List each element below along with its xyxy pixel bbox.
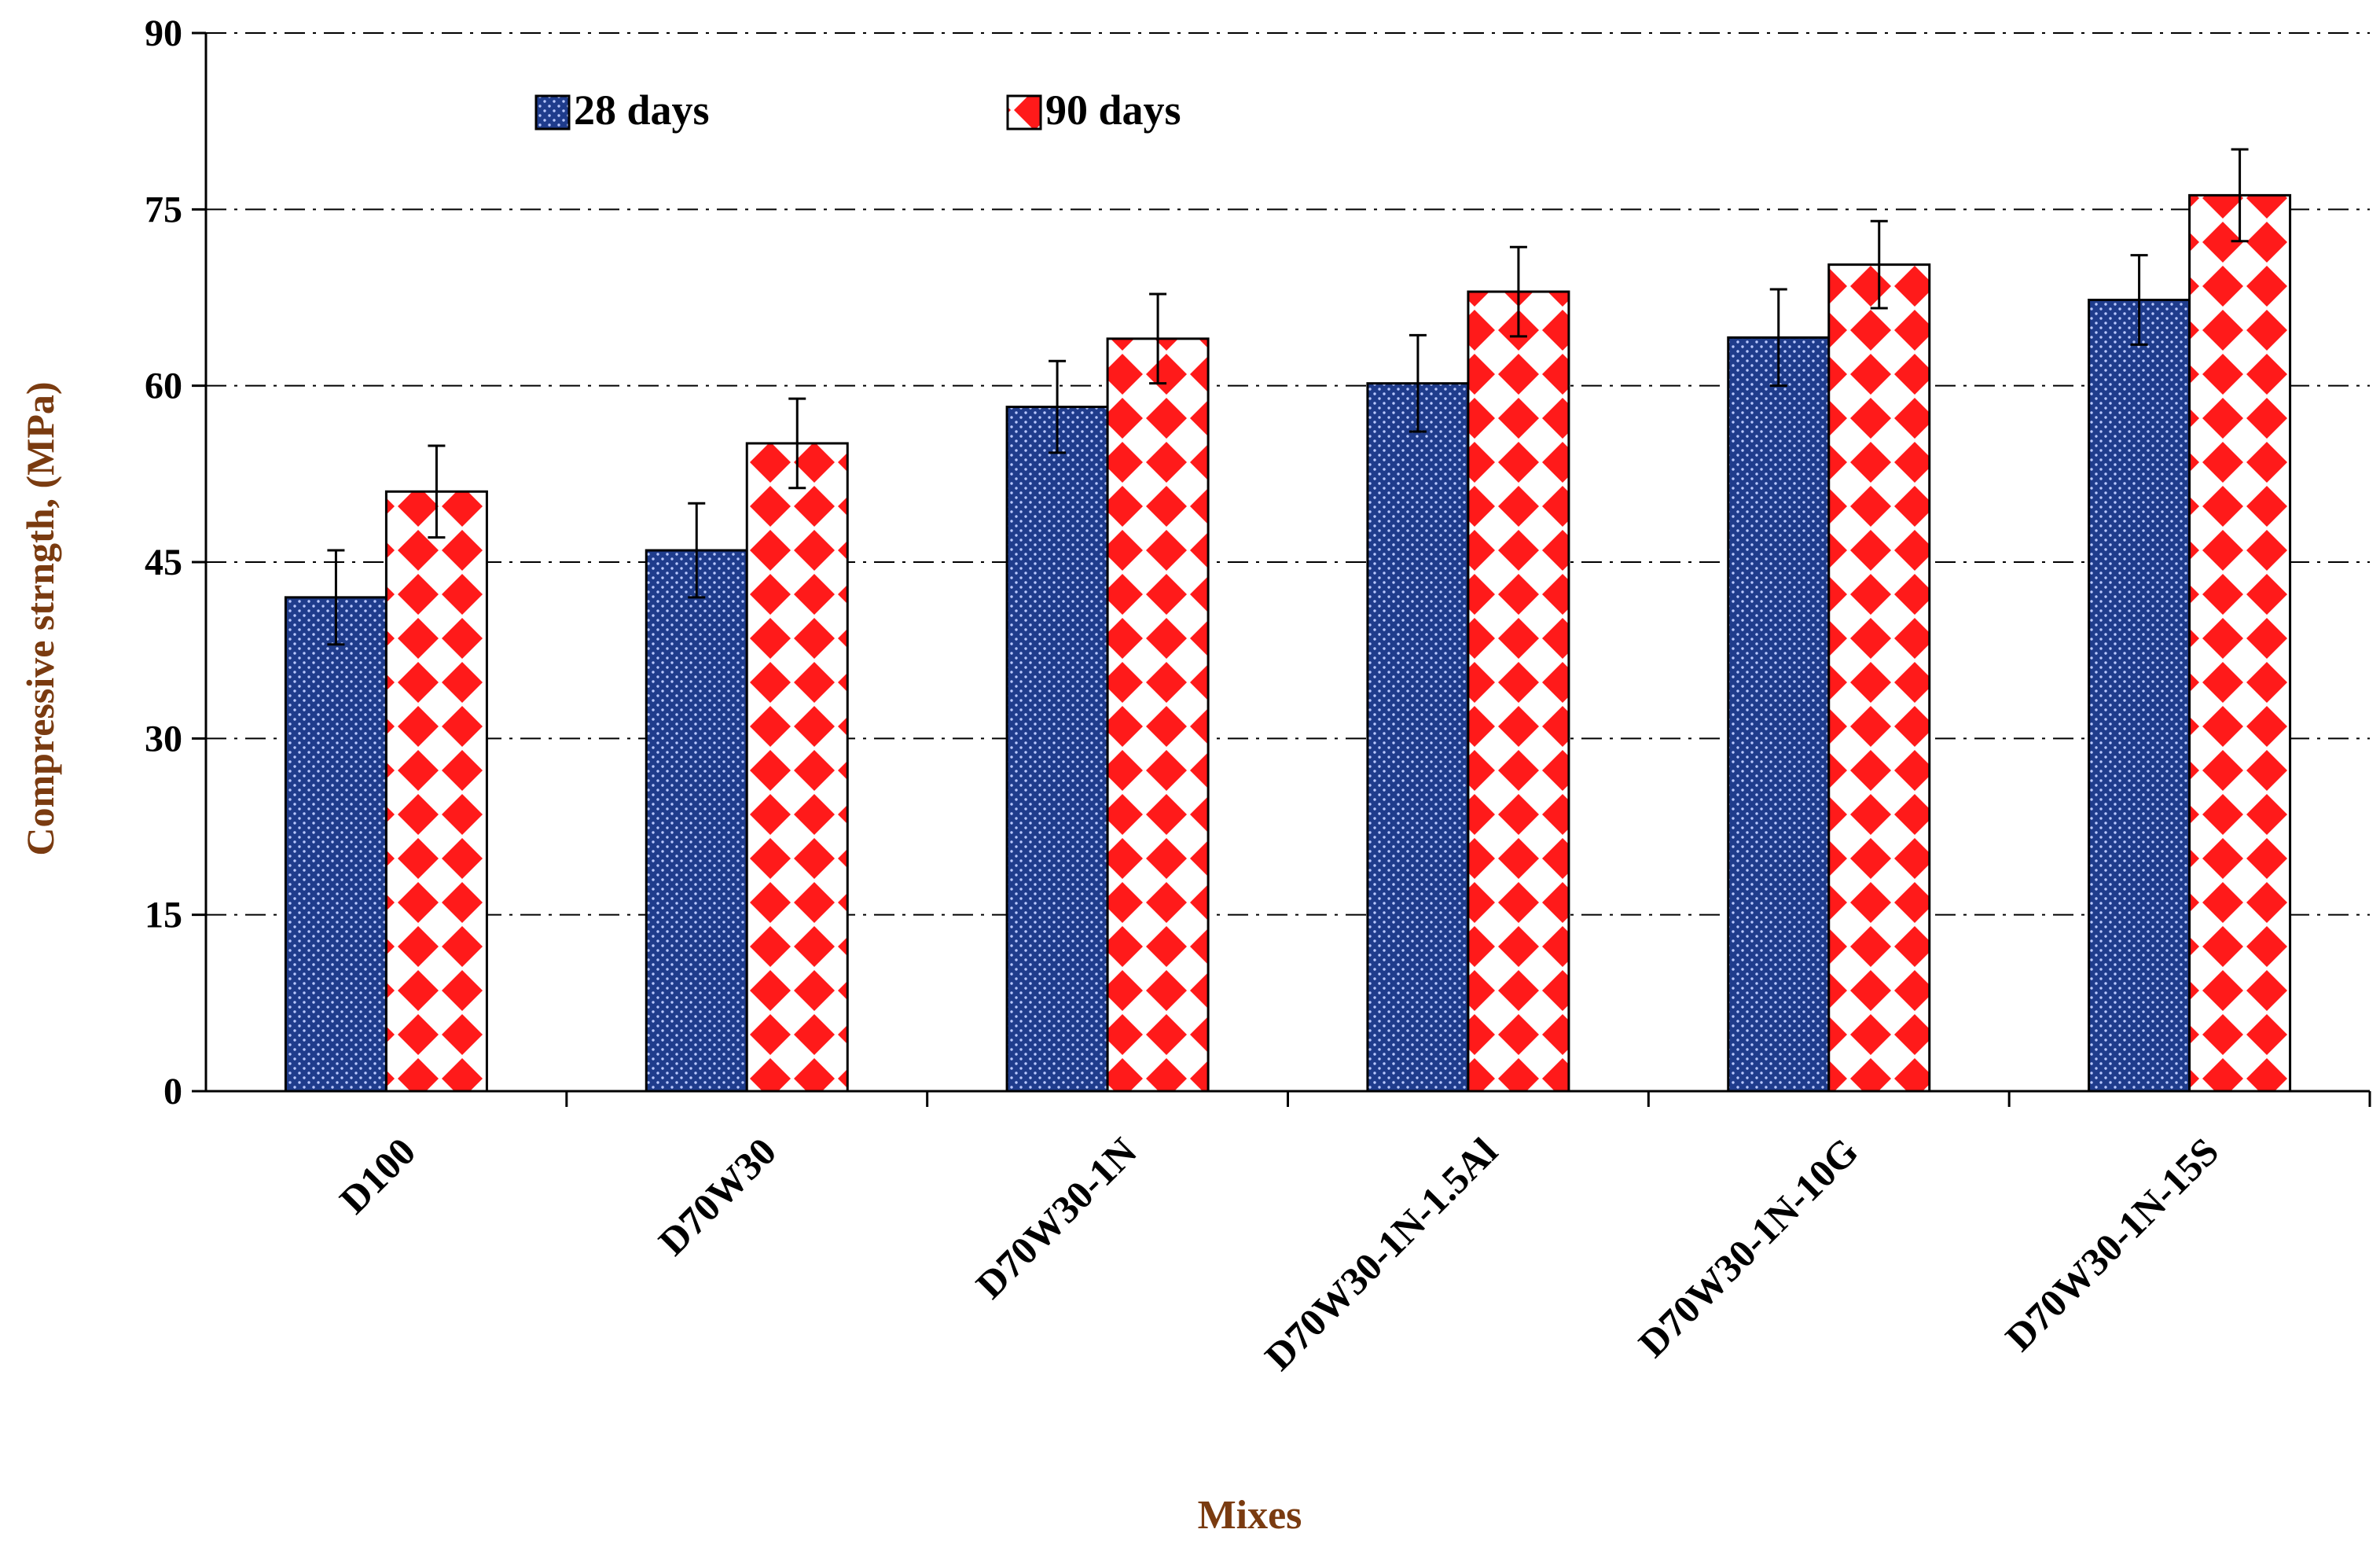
y-tick-label-90: 90 [145,13,182,54]
x-tick-label-d70w30: D70W30 [650,1129,784,1263]
x-tick-labels: D100 D70W30 D70W30-1N D70W30-1N-1.5Al D70W30… [331,1129,2227,1379]
x-axis-title: Mixes [1198,1493,1302,1538]
bar-28-days-d70w30-1n-15s [2088,298,2191,1093]
y-tick-label-30: 30 [145,718,182,759]
bar-90-days-d70w30-1n-15s [2188,193,2292,1093]
bar-28-days-d70w30-1n-1-5al [1366,382,1470,1093]
legend-swatch-90-days [1006,94,1042,131]
legend-label-90-days: 90 days [1045,86,1181,134]
y-tick-label-0: 0 [163,1071,182,1112]
y-tick-label-60: 60 [145,366,182,407]
bar-28-days-d70w30-1n [1005,406,1109,1093]
bar-28-days-d100 [284,596,387,1093]
y-tick-labels: 0 15 30 45 60 75 90 [145,13,182,1112]
legend-swatch-28-days [534,94,571,131]
bar-28-days-d70w30 [645,549,748,1093]
bar-90-days-d70w30 [745,442,849,1093]
x-tick-label-d70w30-1n-15s: D70W30-1N-15S [1996,1129,2227,1359]
y-tick-label-45: 45 [145,542,182,583]
y-tick-label-75: 75 [145,189,182,230]
bar-90-days-d100 [384,490,488,1093]
error-bars [327,148,2249,646]
legend: 28 days 90 days [534,86,1181,134]
x-tick-label-d100: D100 [331,1129,424,1222]
x-tick-label-d70w30-1n: D70W30-1N [968,1129,1145,1307]
bar-90-days-d70w30-1n-1-5al [1467,290,1570,1093]
x-tick-label-d70w30-1n-1-5al: D70W30-1N-1.5Al [1256,1129,1506,1379]
y-tick-label-15: 15 [145,895,182,936]
x-tick-label-d70w30-1n-10g: D70W30-1N-10G [1630,1129,1867,1366]
grid-lines [206,32,2370,916]
bar-90-days-d70w30-1n [1106,337,1210,1093]
axes [192,31,2371,1107]
y-axis-title: Compressive strngth, (MPa) [18,381,62,855]
bars [284,193,2292,1093]
bar-90-days-d70w30-1n-10g [1827,263,1931,1093]
legend-label-28-days: 28 days [574,86,710,134]
bar-28-days-d70w30-1n-10g [1727,336,1831,1093]
